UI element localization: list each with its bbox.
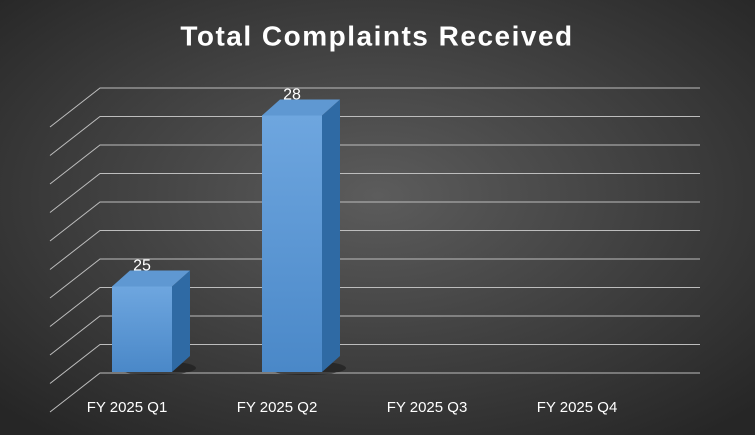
bar bbox=[262, 115, 322, 372]
grid-line bbox=[49, 116, 700, 156]
grid-line bbox=[49, 344, 700, 384]
x-tick-label: FY 2025 Q1 bbox=[87, 399, 168, 416]
grid-line bbox=[49, 87, 700, 128]
bar-side bbox=[172, 270, 190, 372]
grid-line bbox=[49, 287, 700, 327]
grid-line bbox=[49, 173, 700, 213]
bar-top bbox=[262, 99, 340, 116]
bar-top bbox=[112, 270, 190, 287]
grid-line bbox=[49, 372, 700, 413]
value-label: 25 bbox=[133, 258, 151, 275]
value-label: 28 bbox=[283, 87, 301, 104]
grid-line bbox=[49, 315, 700, 356]
bar-side bbox=[322, 99, 340, 372]
grid-line bbox=[49, 230, 700, 270]
grid-line bbox=[49, 201, 700, 242]
x-tick-label: FY 2025 Q3 bbox=[387, 399, 468, 416]
x-tick-label: FY 2025 Q4 bbox=[537, 399, 618, 416]
grid-line bbox=[49, 144, 700, 185]
grid-line bbox=[49, 258, 700, 299]
x-tick-label: FY 2025 Q2 bbox=[237, 399, 318, 416]
bar bbox=[112, 286, 172, 372]
chart-title: Total Complaints Received bbox=[180, 20, 573, 51]
